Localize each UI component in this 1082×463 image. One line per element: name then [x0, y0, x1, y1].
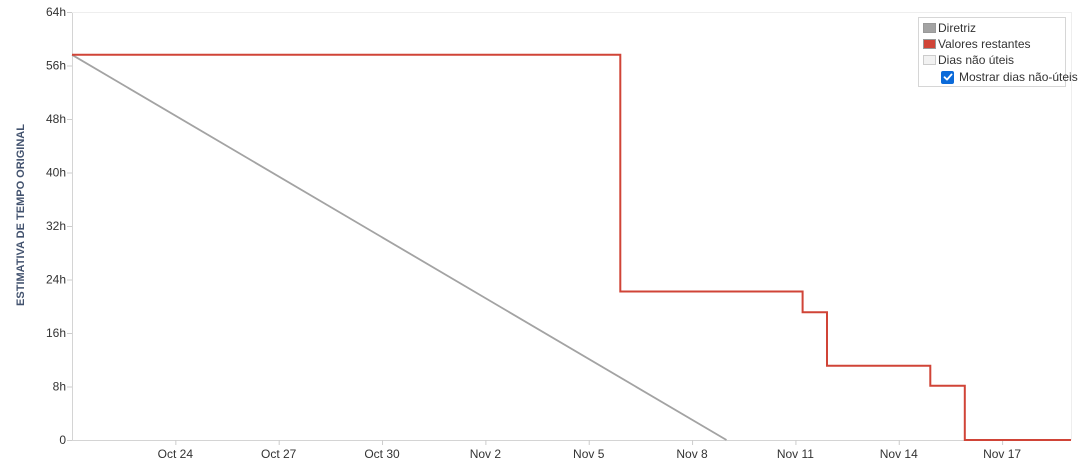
x-tick-label: Oct 27 [261, 447, 297, 461]
legend-item-diretriz[interactable]: Diretriz [923, 20, 1061, 36]
show-non-working-days-toggle[interactable]: Mostrar dias não-úteis [923, 69, 1078, 85]
y-tick-label: 8h [53, 380, 66, 394]
x-tick-label: Nov 5 [573, 447, 605, 461]
y-tick-label: 24h [46, 273, 66, 287]
x-tick-label: Nov 2 [470, 447, 502, 461]
x-tick-label: Nov 17 [983, 447, 1021, 461]
series-line-diretriz [71, 54, 727, 441]
y-tick-label: 32h [46, 219, 66, 233]
y-tick-label: 16h [46, 326, 66, 340]
checkmark-icon [943, 73, 952, 81]
y-tick-label: 40h [46, 166, 66, 180]
legend-label: Diretriz [938, 21, 976, 35]
legend-item-valores-restantes[interactable]: Valores restantes [923, 36, 1061, 52]
y-tick-label: 56h [46, 59, 66, 73]
legend-swatch-diretriz [923, 23, 936, 33]
legend-item-dias-nao-uteis[interactable]: Dias não úteis [923, 52, 1061, 68]
y-tick-label: 64h [46, 5, 66, 19]
y-axis-title: ESTIMATIVA DE TEMPO ORIGINAL [15, 124, 27, 306]
x-tick-label: Oct 30 [364, 447, 400, 461]
chart-legend: Diretriz Valores restantes Dias não útei… [918, 17, 1078, 87]
tick-labels: 0 8h 16h 24h 32h 40h 48h 56h 64h Oct 24 Oct 27 Oct … [46, 5, 1021, 461]
x-tick-label: Nov 8 [676, 447, 708, 461]
y-tick-label: 48h [46, 112, 66, 126]
show-non-working-days-label: Mostrar dias não-úteis [959, 70, 1078, 84]
axes [67, 12, 1072, 445]
legend-label: Dias não úteis [938, 53, 1015, 67]
series-layer [71, 53, 1071, 441]
legend-swatch-valores-restantes [923, 39, 936, 49]
x-tick-label: Nov 11 [777, 447, 814, 461]
checkbox-checked-icon[interactable] [941, 70, 954, 84]
legend-label: Valores restantes [938, 37, 1031, 51]
series-line-valores-restantes [72, 53, 1071, 441]
y-tick-label: 0 [59, 433, 66, 447]
x-tick-label: Oct 24 [158, 447, 194, 461]
x-tick-label: Nov 14 [880, 447, 918, 461]
legend-swatch-dias-nao-uteis [923, 55, 936, 65]
